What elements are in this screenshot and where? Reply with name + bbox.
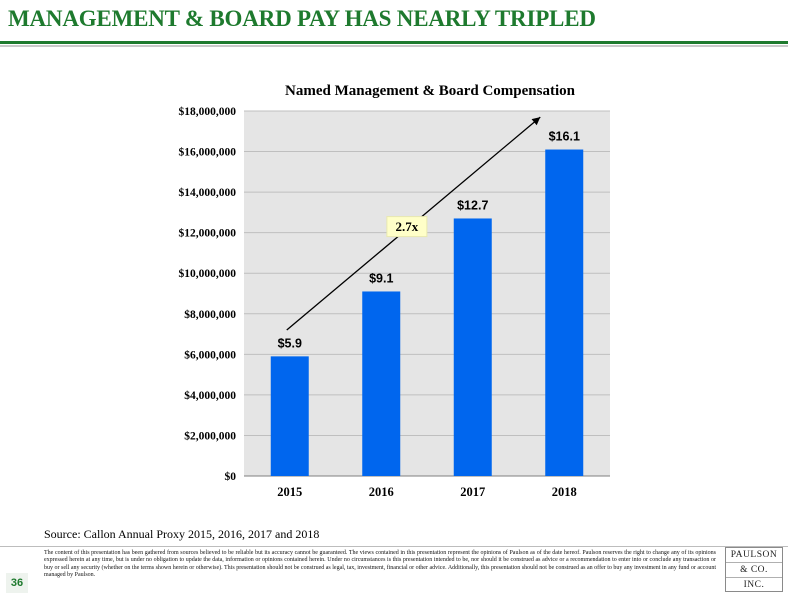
x-tick-label: 2018 [552, 485, 577, 499]
growth-annotation: 2.7x [286, 116, 541, 331]
chart-svg: Named Management & Board Compensation $0… [179, 83, 610, 499]
compensation-chart: Named Management & Board Compensation $0… [0, 70, 788, 510]
paulson-logo: PAULSON & CO. INC. [725, 547, 783, 592]
y-tick-label: $12,000,000 [179, 227, 237, 240]
source-note: Source: Callon Annual Proxy 2015, 2016, … [44, 527, 320, 541]
y-tick-label: $10,000,000 [179, 267, 237, 280]
title-rule-shadow [0, 45, 788, 47]
data-labels: $5.9 $9.1 $12.7 $16.1 [278, 130, 580, 351]
disclaimer-text: The content of this presentation has bee… [44, 550, 716, 579]
logo-line-2: & CO. [726, 563, 782, 578]
logo-line-1: PAULSON [726, 548, 782, 563]
y-tick-label: $0 [225, 470, 237, 483]
title-rule [0, 41, 788, 44]
bars [270, 149, 584, 476]
y-tick-label: $6,000,000 [184, 348, 236, 361]
y-tick-label: $8,000,000 [184, 308, 236, 321]
trend-arrow-head [531, 117, 541, 126]
bar [545, 149, 584, 476]
bar [270, 356, 309, 476]
x-tick-label: 2016 [369, 485, 394, 499]
data-label: $16.1 [549, 130, 580, 144]
y-tick-label: $18,000,000 [179, 105, 237, 118]
x-tick-label: 2015 [277, 485, 302, 499]
y-axis: $0 $2,000,000 $4,000,000 $6,000,000 $8,000,0… [179, 105, 237, 483]
logo-line-3: INC. [743, 580, 765, 590]
x-tick-label: 2017 [460, 485, 485, 499]
data-label: $5.9 [278, 336, 302, 350]
bar [453, 218, 492, 476]
annotation-box [386, 216, 428, 238]
x-axis: 2015 2016 2017 2018 [277, 485, 577, 499]
y-tick-label: $14,000,000 [179, 186, 237, 199]
footer-rule [0, 546, 788, 547]
data-label: $9.1 [369, 271, 393, 285]
page-number: 36 [6, 573, 28, 593]
annotation-label: 2.7x [396, 219, 419, 234]
page-title: MANAGEMENT & BOARD PAY HAS NEARLY TRIPLE… [8, 6, 596, 31]
y-tick-label: $2,000,000 [184, 429, 236, 442]
data-label: $12.7 [457, 198, 488, 212]
bar [362, 291, 401, 476]
y-tick-label: $4,000,000 [184, 389, 236, 402]
y-tick-label: $16,000,000 [179, 146, 237, 159]
chart-title: Named Management & Board Compensation [285, 83, 576, 99]
